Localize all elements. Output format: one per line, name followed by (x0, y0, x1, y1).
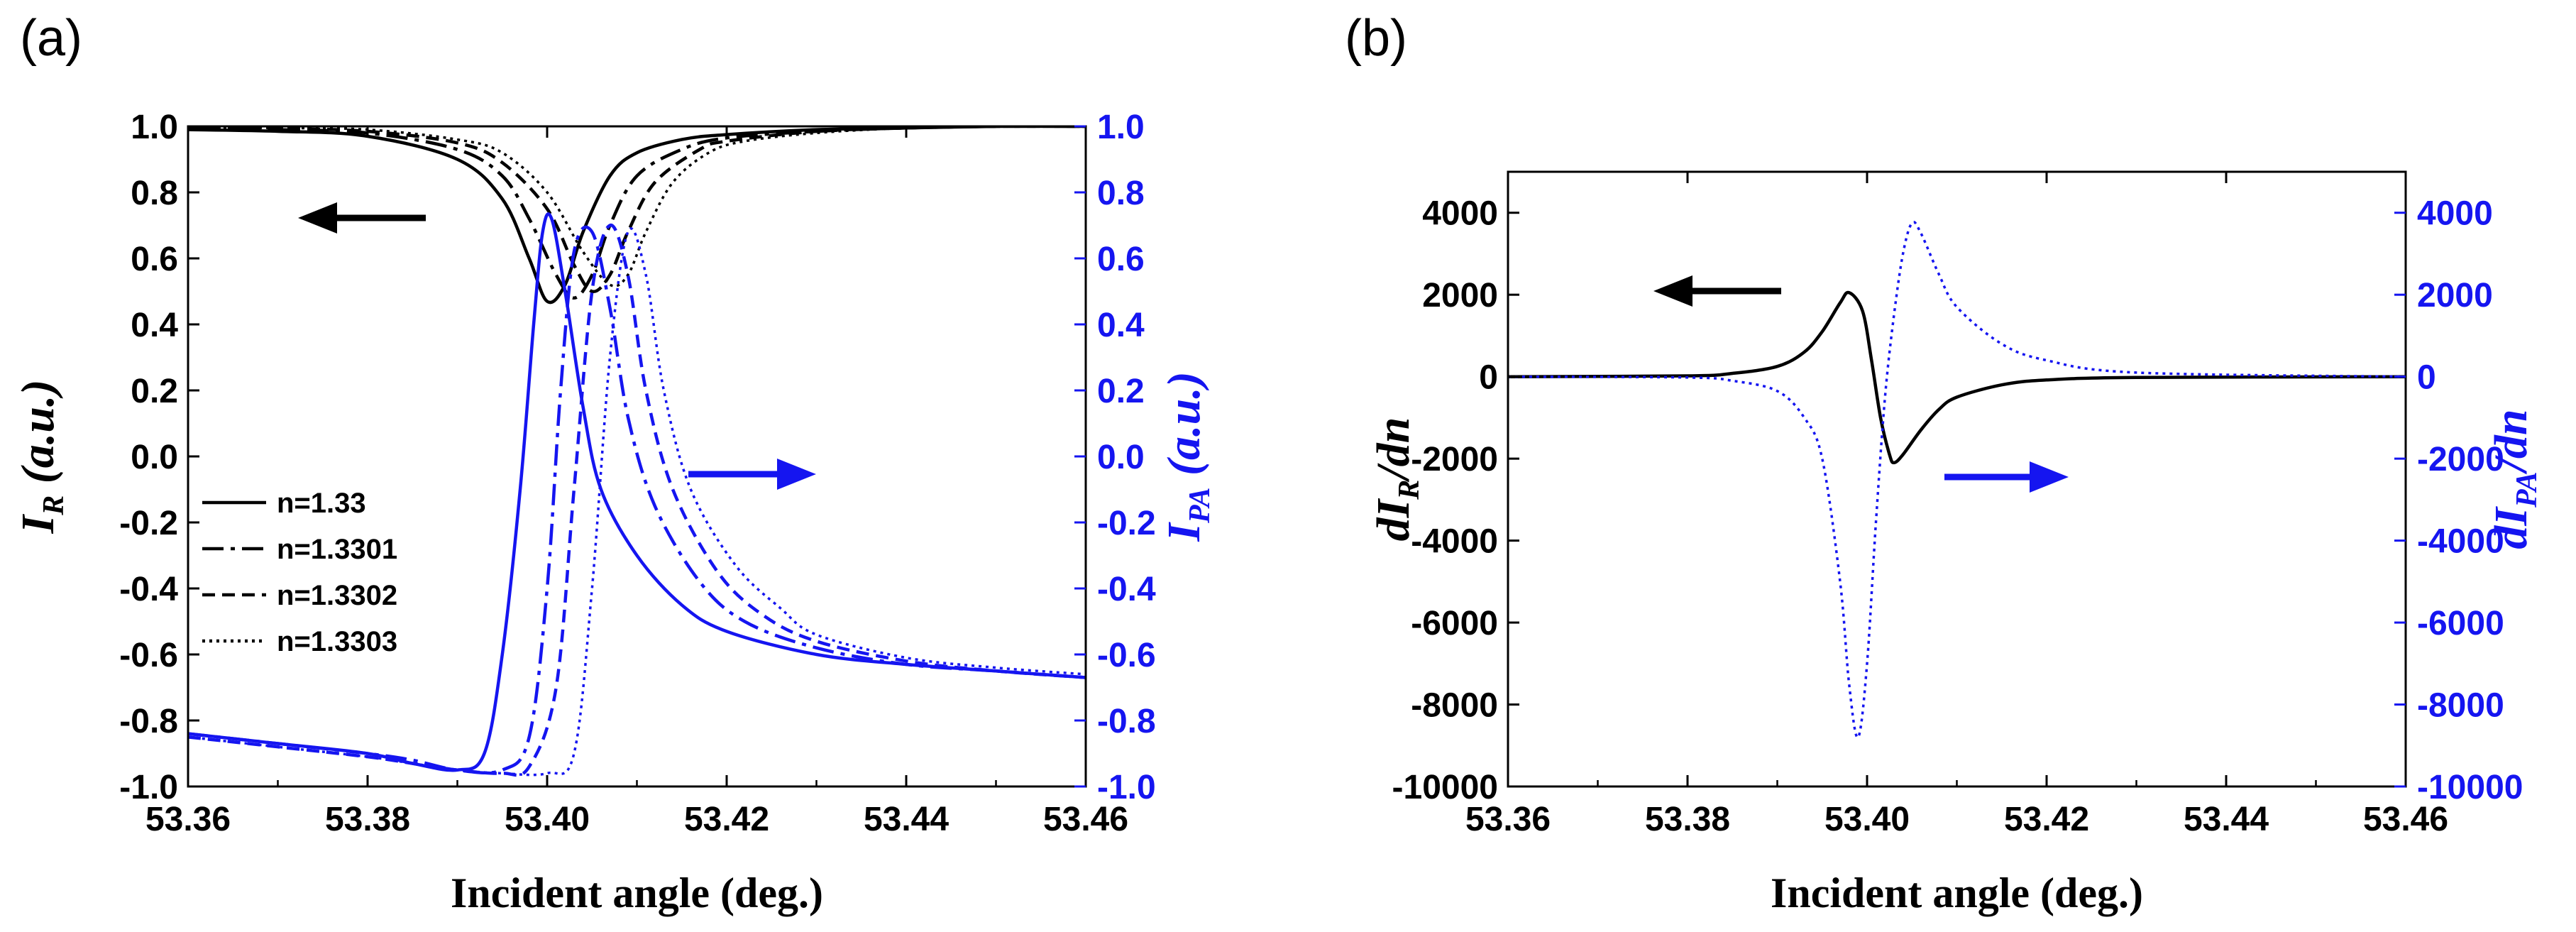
x-tick-label: 53.46 (1043, 801, 1128, 838)
series-line-black-dashdot (188, 126, 1086, 300)
y-right-tick-label: -0.6 (1097, 637, 1156, 674)
chart-panel-a: (a) 53.36 53.38 53.40 53.42 53.44 53.46 1.0 0.8 0… (12, 10, 1216, 916)
y-right-tick-label: -1.0 (1097, 769, 1156, 806)
y-left-tick-label: -0.2 (119, 505, 178, 542)
y-right-tick-label: 0 (2417, 359, 2436, 397)
y-left-tick-label: 1.0 (131, 109, 178, 146)
y-right-tick-label: -0.8 (1097, 703, 1156, 740)
legend-label: n=1.3301 (277, 534, 397, 565)
x-tick-label: 53.38 (1645, 801, 1730, 838)
x-tick-label: 53.44 (864, 801, 949, 838)
y-right-tick-label: 0.4 (1097, 307, 1145, 344)
y-right-tick-label: 4000 (2417, 195, 2493, 233)
panel-label: (a) (20, 10, 82, 67)
y-left-tick-label: -0.4 (119, 571, 178, 608)
y-left-tick-label: -10000 (1392, 769, 1498, 806)
y-right-tick-label: 0.8 (1097, 175, 1145, 212)
y-right-tick-label: -10000 (2417, 769, 2523, 806)
legend: n=1.33 n=1.3301 n=1.3302 n=1.3303 (202, 488, 397, 657)
y-left-tick-label: 0.2 (131, 373, 178, 410)
y-right-tick-label: -0.2 (1097, 505, 1156, 542)
y-left-tick-label: -0.6 (119, 637, 178, 674)
y-left-tick-label: 2000 (1422, 277, 1498, 314)
x-tick-label: 53.42 (684, 801, 769, 838)
y-left-tick-label: -2000 (1411, 441, 1498, 478)
y-axis-label-right: dIPA/dn (2485, 409, 2543, 549)
right-arrow-icon (688, 459, 816, 490)
legend-label: n=1.3303 (277, 626, 397, 657)
legend-label: n=1.3302 (277, 580, 397, 611)
x-axis-label: Incident angle (deg.) (1771, 870, 2143, 916)
y-right-tick-label: 2000 (2417, 277, 2493, 314)
y-right-tick-label: 1.0 (1097, 109, 1145, 146)
y-left-tick-label: 0.6 (131, 241, 178, 278)
series-group (1508, 220, 2406, 739)
x-tick-label: 53.36 (1465, 801, 1551, 838)
y-right-tick-label: -4000 (2417, 523, 2504, 561)
legend-label: n=1.33 (277, 488, 366, 519)
y-left-tick-label: 0.0 (131, 439, 178, 476)
x-tick-label: 53.42 (2004, 801, 2089, 838)
series-line-black-solid (1508, 290, 2406, 465)
y-right-tick-label: -8000 (2417, 687, 2504, 725)
panel-label: (b) (1345, 10, 1407, 67)
y-right-tick-label: -2000 (2417, 441, 2504, 478)
series-line-blue-dashdot (188, 225, 1086, 774)
y-left-tick-label: 0.4 (131, 307, 178, 344)
y-left-tick-label: -6000 (1411, 605, 1498, 642)
x-tick-label: 53.40 (505, 801, 590, 838)
y-left-tick-label: 4000 (1422, 195, 1498, 233)
y-right-tick-label: -0.4 (1097, 571, 1156, 608)
x-tick-label: 53.38 (325, 801, 410, 838)
y-left-tick-label: 0 (1479, 359, 1498, 397)
y-left-tick-label: -4000 (1411, 523, 1498, 561)
left-arrow-icon-b (1653, 275, 1781, 307)
x-tick-label: 53.40 (1824, 801, 1910, 838)
series-line-black-dot (188, 126, 1086, 287)
y-right-tick-label: 0.2 (1097, 373, 1145, 410)
y-left-tick-label: -1.0 (119, 769, 178, 806)
left-arrow-icon (298, 202, 426, 234)
y-right-tick-label: 0.0 (1097, 439, 1145, 476)
x-axis-label: Incident angle (deg.) (451, 870, 823, 916)
y-left-tick-label: -0.8 (119, 703, 178, 740)
y-left-tick-label: 0.8 (131, 175, 178, 212)
chart-panel-b: (b) 53.36 53.38 53.40 53.42 53.44 53.46 4000 200… (1345, 10, 2543, 916)
y-axis-label-left: dIR/dn (1367, 417, 1426, 542)
y-right-tick-label: 0.6 (1097, 241, 1145, 278)
series-group (188, 126, 1086, 777)
right-arrow-icon-b (1944, 461, 2069, 493)
y-left-tick-label: -8000 (1411, 687, 1498, 725)
x-tick-label: 53.36 (145, 801, 231, 838)
x-tick-label: 53.44 (2184, 801, 2269, 838)
y-axis-label-left: IR (a.u.) (12, 380, 70, 534)
x-tick-label: 53.46 (2363, 801, 2448, 838)
y-right-tick-label: -6000 (2417, 605, 2504, 642)
series-line-black-dash (188, 126, 1086, 293)
y-axis-label-right: IPA (a.u.) (1158, 371, 1216, 542)
